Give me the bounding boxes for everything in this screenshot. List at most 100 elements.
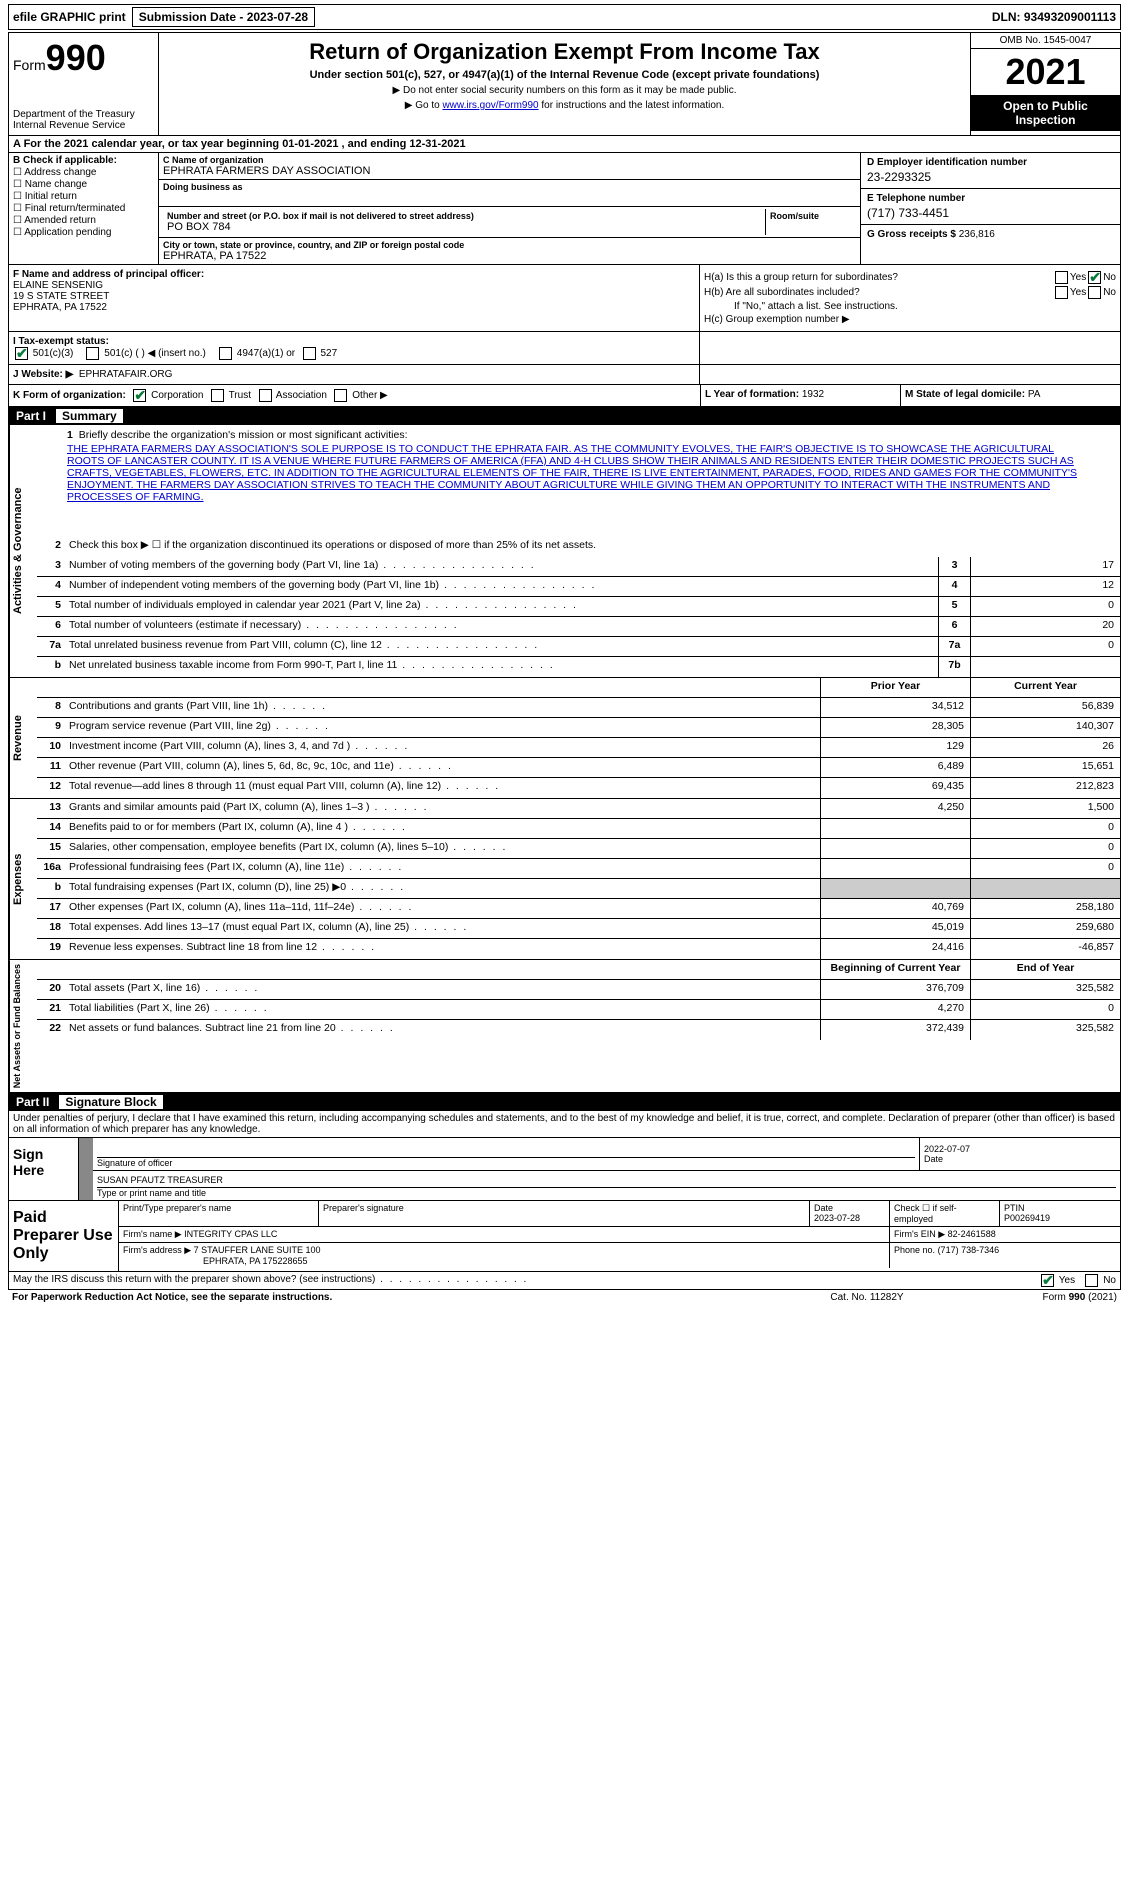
form-header: Form990 Department of the Treasury Inter… <box>8 32 1121 136</box>
discuss-no-check[interactable] <box>1085 1274 1098 1287</box>
g-gross-val: 236,816 <box>959 229 995 240</box>
firm-addr: 7 STAUFFER LANE SUITE 100 <box>194 1245 321 1255</box>
chk-pending[interactable]: ☐ Application pending <box>13 227 154 238</box>
prep-h3: Date <box>814 1203 885 1213</box>
sig-officer-label: Signature of officer <box>97 1158 915 1168</box>
open-public: Open to Public Inspection <box>971 95 1120 131</box>
f-name: ELAINE SENSENIG <box>13 280 695 291</box>
part1-num: Part I <box>16 409 46 423</box>
summary-row: 9Program service revenue (Part VIII, lin… <box>37 718 1120 738</box>
form-ref: Form 990 (2021) <box>967 1292 1117 1303</box>
m-label: M State of legal domicile: <box>905 389 1025 400</box>
firm-addr2: EPHRATA, PA 175228655 <box>123 1256 308 1266</box>
footer-discuss: May the IRS discuss this return with the… <box>8 1272 1121 1290</box>
firm-ein: 82-2461588 <box>948 1229 996 1239</box>
f-addr2: EPHRATA, PA 17522 <box>13 302 695 313</box>
phone-l: Phone no. <box>894 1245 935 1255</box>
col-b-checks: B Check if applicable: ☐ Address change … <box>9 153 159 264</box>
vlabel-rev: Revenue <box>9 678 37 798</box>
discuss-text: May the IRS discuss this return with the… <box>13 1274 528 1285</box>
summary-row: 14Benefits paid to or for members (Part … <box>37 819 1120 839</box>
s1-label: Briefly describe the organization's miss… <box>79 429 408 441</box>
k-assoc-check[interactable] <box>259 389 272 402</box>
chk-address[interactable]: ☐ Address change <box>13 167 154 178</box>
summary-row: 20Total assets (Part X, line 16)376,7093… <box>37 980 1120 1000</box>
firm-name: INTEGRITY CPAS LLC <box>184 1229 277 1239</box>
phone-val: (717) 738-7346 <box>938 1245 1000 1255</box>
chk-amended[interactable]: ☐ Amended return <box>13 215 154 226</box>
row-j-website: J Website: ▶ EPHRATAFAIR.ORG <box>8 365 1121 385</box>
hc-label: H(c) Group exemption number ▶ <box>704 314 850 325</box>
c-name-val: EPHRATA FARMERS DAY ASSOCIATION <box>163 165 856 177</box>
summary-row: 10Investment income (Part VIII, column (… <box>37 738 1120 758</box>
submission-date: Submission Date - 2023-07-28 <box>132 7 315 27</box>
hb-yes-check[interactable] <box>1055 286 1068 299</box>
prep-h1: Print/Type preparer's name <box>123 1203 314 1213</box>
col-f-officer: F Name and address of principal officer:… <box>9 265 700 331</box>
mission-block: 1 Briefly describe the organization's mi… <box>37 425 1120 507</box>
hdr-prior: Prior Year <box>820 678 970 697</box>
ha-no-check[interactable] <box>1088 271 1101 284</box>
i-527-check[interactable] <box>303 347 316 360</box>
sig-name-label: Type or print name and title <box>97 1188 1116 1198</box>
k-label: K Form of organization: <box>13 390 126 401</box>
form-number: 990 <box>46 37 106 78</box>
s1-text: THE EPHRATA FARMERS DAY ASSOCIATION'S SO… <box>67 443 1090 503</box>
summary-row: 12Total revenue—add lines 8 through 11 (… <box>37 778 1120 798</box>
form-title: Return of Organization Exempt From Incom… <box>165 39 964 65</box>
part1-title: Summary <box>56 409 123 423</box>
summary-row: 15Salaries, other compensation, employee… <box>37 839 1120 859</box>
ha-label: H(a) Is this a group return for subordin… <box>704 272 1053 283</box>
chk-final[interactable]: ☐ Final return/terminated <box>13 203 154 214</box>
firm-name-l: Firm's name ▶ <box>123 1229 182 1239</box>
part1-header: Part I Summary <box>8 407 1121 425</box>
sig-date-label: Date <box>924 1154 1116 1164</box>
chk-initial[interactable]: ☐ Initial return <box>13 191 154 202</box>
prep-h4: Check ☐ if self-employed <box>890 1201 1000 1226</box>
note-ssn: ▶ Do not enter social security numbers o… <box>165 85 964 96</box>
j-val: EPHRATAFAIR.ORG <box>79 369 173 380</box>
chk-name[interactable]: ☐ Name change <box>13 179 154 190</box>
k-corp-check[interactable] <box>133 389 146 402</box>
sig-date-val: 2022-07-07 <box>924 1144 1116 1154</box>
hb-no-check[interactable] <box>1088 286 1101 299</box>
summary-row: 21Total liabilities (Part X, line 26)4,2… <box>37 1000 1120 1020</box>
discuss-yes-check[interactable] <box>1041 1274 1054 1287</box>
summary-row: bNet unrelated business taxable income f… <box>37 657 1120 677</box>
k-other-check[interactable] <box>334 389 347 402</box>
i-501c3-check[interactable] <box>15 347 28 360</box>
i-4947-check[interactable] <box>219 347 232 360</box>
part2-num: Part II <box>16 1095 49 1109</box>
m-val: PA <box>1028 389 1041 400</box>
sig-intro: Under penalties of perjury, I declare th… <box>8 1111 1121 1138</box>
c-city-val: EPHRATA, PA 17522 <box>163 250 856 262</box>
summary-row: 17Other expenses (Part IX, column (A), l… <box>37 899 1120 919</box>
summary-row: 11Other revenue (Part VIII, column (A), … <box>37 758 1120 778</box>
row-i-tax: I Tax-exempt status: 501(c)(3) 501(c) ( … <box>8 332 1121 365</box>
e-phone-val: (717) 733-4451 <box>867 206 1114 220</box>
block-bcd: B Check if applicable: ☐ Address change … <box>8 153 1121 265</box>
c-name-label: C Name of organization <box>163 155 856 165</box>
k-trust-check[interactable] <box>211 389 224 402</box>
summary-row: bTotal fundraising expenses (Part IX, co… <box>37 879 1120 899</box>
l-label: L Year of formation: <box>705 389 799 400</box>
summary-row: 5Total number of individuals employed in… <box>37 597 1120 617</box>
j-label: J Website: ▶ <box>13 369 73 380</box>
section-exp: Expenses 13Grants and similar amounts pa… <box>8 799 1121 960</box>
firm-ein-l: Firm's EIN ▶ <box>894 1229 945 1239</box>
summary-row: 22Net assets or fund balances. Subtract … <box>37 1020 1120 1040</box>
row-k-form-org: K Form of organization: Corporation Trus… <box>8 385 1121 407</box>
section-rev: Revenue Prior YearCurrent Year 8Contribu… <box>8 678 1121 799</box>
c-dba-label: Doing business as <box>163 182 856 192</box>
block-fh: F Name and address of principal officer:… <box>8 265 1121 332</box>
hdr-curr: Current Year <box>970 678 1120 697</box>
i-501c-check[interactable] <box>86 347 99 360</box>
efile-label: efile GRAPHIC print <box>13 10 126 24</box>
irs-link[interactable]: www.irs.gov/Form990 <box>442 100 538 111</box>
ha-yes-check[interactable] <box>1055 271 1068 284</box>
c-addr-val: PO BOX 784 <box>167 221 761 233</box>
firm-addr-l: Firm's address ▶ <box>123 1245 191 1255</box>
d-ein-val: 23-2293325 <box>867 170 1114 184</box>
part2-header: Part II Signature Block <box>8 1093 1121 1111</box>
e-phone-label: E Telephone number <box>867 193 1114 204</box>
